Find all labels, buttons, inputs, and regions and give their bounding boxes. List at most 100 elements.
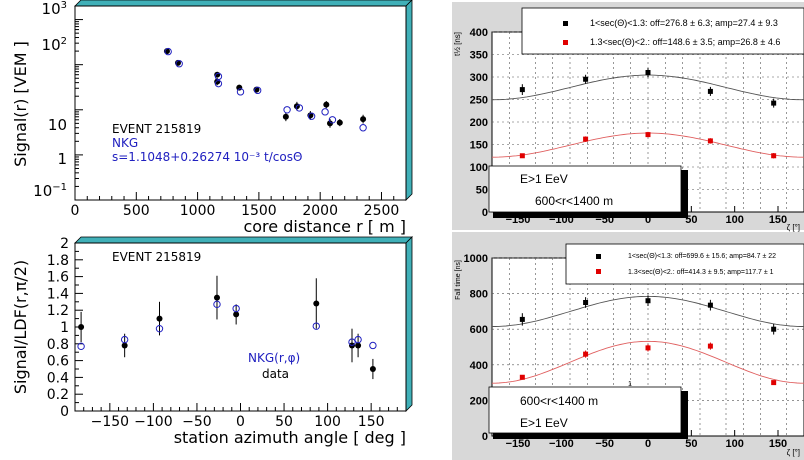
panel-bottom-right: 0 200 400 600 800 1000 −150 −100 −50 0 50 100 150 1<… (452, 232, 804, 460)
legend-entry: 1.3<sec(Θ)<2.: off=414.3 ± 9.5; amp=117.… (628, 269, 774, 276)
data-point (369, 366, 376, 372)
event-label: EVENT 215819 (112, 250, 201, 264)
x-tick-label: 500 (123, 203, 150, 219)
y-tick-label: 400 (470, 27, 488, 39)
y-tick-label: 102 (42, 36, 67, 54)
legend-frame (521, 7, 804, 55)
data-point (519, 87, 525, 93)
y-tick-label: 250 (470, 95, 488, 107)
legend-box: 1<sec(Θ)<1.3: off=699.6 ± 15.6; amp=84.7… (565, 243, 804, 285)
x-tick-label: 150 (769, 214, 787, 226)
y-tick-label: 150 (470, 140, 488, 152)
legend-entry: 1<sec(Θ)<1.3: off=699.6 ± 15.6; amp=84.7… (628, 253, 776, 260)
nkg-point (307, 112, 316, 120)
panel-3d-right (405, 0, 413, 201)
data-point (707, 302, 713, 308)
data-point (707, 88, 713, 94)
info-box-line: 600<r<1400 m (520, 394, 598, 408)
data-point (323, 101, 330, 108)
info-box: 600<r<1400 m E>1 EeV (488, 386, 688, 439)
y-tick-label: 2 (60, 236, 69, 252)
x-axis-label: station azimuth angle [ deg ] (174, 428, 406, 447)
nkg-point (155, 324, 164, 333)
x-tick-label: −100 (134, 414, 172, 430)
axis-ticks: 0 500 1000 1500 2000 2500 (71, 5, 399, 219)
panel-3d-right (405, 236, 413, 412)
x-axis-label: ζ [°] (787, 448, 800, 457)
data-point (355, 342, 362, 349)
data-point (771, 100, 777, 106)
data-point (326, 120, 333, 127)
plot-area (74, 242, 407, 412)
data-point (121, 342, 128, 349)
legend-marker (563, 40, 568, 45)
nkg-point (175, 60, 183, 68)
y-tick-label: 1.2 (47, 303, 69, 319)
data-point (282, 113, 289, 120)
data-point (336, 119, 343, 126)
data-point (360, 116, 367, 123)
nkg-point (77, 342, 85, 351)
y-tick-label: 1.8 (47, 253, 69, 269)
nkg-point (164, 47, 172, 56)
data-point (519, 153, 525, 159)
nkg-point (328, 116, 337, 124)
x-axis-label: core distance r [ m ] (243, 217, 406, 236)
data-point (236, 84, 243, 91)
y-tick-label: 200 (470, 395, 488, 407)
nkg-point (213, 300, 221, 309)
legend-entry: 1.3<sec(Θ)<2.: off=148.6 ± 3.5; amp=26.8… (590, 37, 780, 47)
nkg-point (359, 124, 367, 132)
y-tick-label: 0 (60, 404, 69, 420)
x-tick-label: −150 (91, 414, 129, 430)
nkg-point (295, 104, 304, 112)
y-axis-label: Fall time [ns] (455, 260, 462, 300)
legend-marker (596, 254, 601, 259)
info-box-line: E>1 EeV (520, 416, 568, 430)
x-tick-label: −50 (182, 414, 212, 430)
data-point (645, 70, 651, 75)
nkg-point (312, 322, 320, 330)
data-point (78, 324, 85, 330)
y-tick-label: 600 (470, 324, 488, 336)
legend-marker (563, 21, 568, 26)
nkg-label: NKG (112, 136, 138, 150)
nkg-point (369, 341, 377, 350)
x-tick-label: 50 (685, 214, 697, 226)
y-tick-label: 0.2 (47, 387, 69, 403)
x-tick-label: 100 (725, 214, 743, 226)
data-point (771, 153, 777, 159)
data-point (645, 345, 651, 351)
panel-top-left: 0 500 1000 1500 2000 2500 102 103 10 1 10−1 c… (11, 0, 413, 236)
y-tick-label: 1000 (464, 253, 488, 265)
y-tick-label: 1 (60, 320, 69, 336)
legend-entry: 1<sec(Θ)<1.3: off=276.8 ± 6.3; amp=27.4 … (590, 18, 778, 28)
nkg-legend-label: NKG(r,φ) (248, 351, 300, 365)
fit-curve (492, 340, 804, 384)
y-tick-label: 1.4 (47, 286, 69, 302)
data-point (771, 380, 777, 386)
y-tick-label: 0.4 (47, 370, 69, 386)
data-marks (77, 275, 377, 380)
x-tick-label: 50 (685, 438, 697, 450)
nkg-point (236, 88, 245, 96)
data-point (583, 76, 589, 82)
y-tick-label: 1 (57, 150, 67, 168)
nkg-point (214, 79, 223, 88)
panel-3d-top (74, 0, 413, 7)
panel-3d-top (74, 236, 413, 244)
data-marks (163, 47, 367, 132)
y-tick-label: 800 (470, 289, 488, 301)
x-axis-label: ζ [°] (787, 223, 800, 232)
info-box-line: E>1 EeV (520, 172, 568, 186)
x-tick-label: −150 (506, 438, 531, 450)
legend-box: 1<sec(Θ)<1.3: off=276.8 ± 6.3; amp=27.4 … (521, 7, 804, 55)
y-tick-label: 10−1 (33, 182, 67, 200)
x-tick-label: 100 (314, 414, 341, 430)
data-point (645, 132, 651, 138)
data-point (156, 315, 163, 322)
x-tick-label: −100 (549, 438, 574, 450)
nkg-formula: s=1.1048+0.26274 10⁻³ t/cosΘ (112, 150, 302, 164)
y-axis-label: Signal(r) [VEM ] (11, 41, 30, 167)
